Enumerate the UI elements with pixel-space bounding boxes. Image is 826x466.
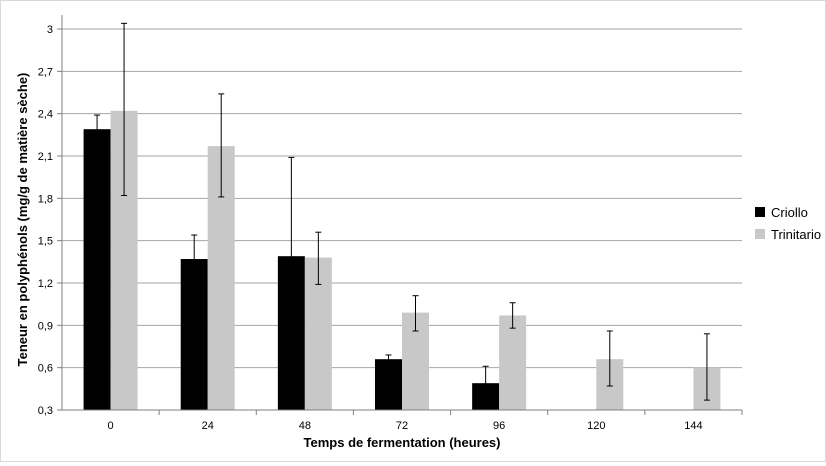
x-tick-labels: 0 24 48 72 96 120 144 xyxy=(108,420,703,432)
bars xyxy=(83,110,721,410)
x-tick-label: 48 xyxy=(299,420,311,432)
y-tick-labels: 0,3 0,6 0,9 1,2 1,5 1,8 2,1 2,4 2,7 3 xyxy=(38,24,53,417)
y-tick-label: 2,4 xyxy=(38,109,53,121)
legend-label-trinitario: Trinitario xyxy=(771,227,821,242)
y-tick-label: 3 xyxy=(47,24,53,36)
y-tick-label: 2,7 xyxy=(38,66,53,78)
x-tick-label: 96 xyxy=(493,420,505,432)
x-axis-title: Temps de fermentation (heures) xyxy=(304,435,501,450)
y-tick-label: 1,2 xyxy=(38,278,53,290)
y-tick-label: 1,5 xyxy=(38,236,53,248)
y-axis-title: Teneur en polyphénols (mg/g de matière s… xyxy=(15,73,30,367)
bar-criollo xyxy=(83,129,111,410)
bar-criollo xyxy=(375,359,402,410)
axes xyxy=(57,15,743,415)
legend-label-criollo: Criollo xyxy=(771,205,808,220)
y-tick-label: 1,8 xyxy=(38,193,53,205)
x-tick-label: 24 xyxy=(202,420,214,432)
y-tick-label: 0,6 xyxy=(38,363,53,375)
legend: Criollo Trinitario xyxy=(755,205,821,242)
x-tick-label: 72 xyxy=(396,420,408,432)
y-tick-label: 0,9 xyxy=(38,320,53,332)
x-tick-label: 144 xyxy=(684,420,702,432)
legend-swatch-trinitario xyxy=(755,229,765,239)
error-bars xyxy=(94,22,710,401)
legend-swatch-criollo xyxy=(755,207,765,217)
bar-criollo xyxy=(180,259,208,410)
gridlines xyxy=(62,28,742,369)
x-tick-label: 120 xyxy=(587,420,605,432)
bar-trinitario xyxy=(499,315,527,410)
x-tick-label: 0 xyxy=(108,420,114,432)
y-tick-label: 0,3 xyxy=(38,405,53,417)
y-tick-label: 2,1 xyxy=(38,151,53,163)
